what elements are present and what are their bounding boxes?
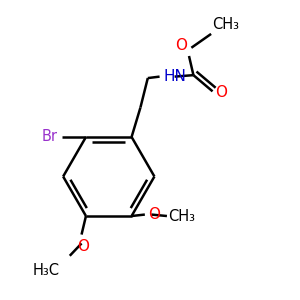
- Text: HN: HN: [164, 69, 187, 84]
- Text: O: O: [176, 38, 188, 53]
- Text: CH₃: CH₃: [168, 208, 195, 224]
- Text: Br: Br: [42, 130, 58, 145]
- Text: O: O: [148, 207, 160, 222]
- Text: O: O: [77, 239, 89, 254]
- Text: CH₃: CH₃: [213, 17, 240, 32]
- Text: H₃C: H₃C: [32, 263, 59, 278]
- Text: O: O: [215, 85, 227, 100]
